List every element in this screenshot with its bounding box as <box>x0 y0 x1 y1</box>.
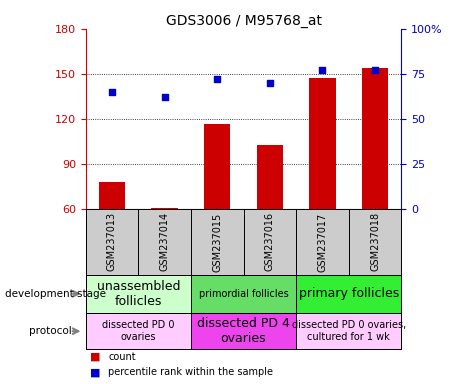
Bar <box>99 182 125 209</box>
Text: development stage: development stage <box>5 289 106 299</box>
Text: GSM237016: GSM237016 <box>265 212 275 271</box>
Text: primordial follicles: primordial follicles <box>198 289 289 299</box>
Text: dissected PD 0 ovaries,
cultured for 1 wk: dissected PD 0 ovaries, cultured for 1 w… <box>292 320 406 342</box>
Bar <box>257 145 283 209</box>
Text: GSM237015: GSM237015 <box>212 212 222 271</box>
Text: unassembled
follicles: unassembled follicles <box>97 280 180 308</box>
Text: GSM237014: GSM237014 <box>160 212 170 271</box>
Bar <box>191 313 296 349</box>
Text: GSM237017: GSM237017 <box>318 212 327 271</box>
Point <box>214 76 221 83</box>
Text: dissected PD 4
ovaries: dissected PD 4 ovaries <box>197 317 290 345</box>
Text: GSM237018: GSM237018 <box>370 212 380 271</box>
Bar <box>152 208 178 209</box>
Bar <box>309 78 336 209</box>
Text: ■: ■ <box>90 352 101 362</box>
Bar <box>296 275 401 313</box>
Point <box>266 80 273 86</box>
Point <box>161 94 168 101</box>
Text: primary follicles: primary follicles <box>299 287 399 300</box>
Bar <box>86 275 191 313</box>
Text: GSM237013: GSM237013 <box>107 212 117 271</box>
Text: percentile rank within the sample: percentile rank within the sample <box>108 367 273 377</box>
Text: protocol: protocol <box>29 326 72 336</box>
Bar <box>86 313 191 349</box>
Point <box>319 67 326 73</box>
Text: ■: ■ <box>90 367 101 377</box>
Bar <box>296 313 401 349</box>
Bar <box>191 275 296 313</box>
Text: count: count <box>108 352 136 362</box>
Point <box>372 67 379 73</box>
Bar <box>204 124 230 209</box>
Text: dissected PD 0
ovaries: dissected PD 0 ovaries <box>102 320 175 342</box>
Bar <box>362 68 388 209</box>
Title: GDS3006 / M95768_at: GDS3006 / M95768_at <box>166 14 322 28</box>
Point <box>108 89 115 95</box>
